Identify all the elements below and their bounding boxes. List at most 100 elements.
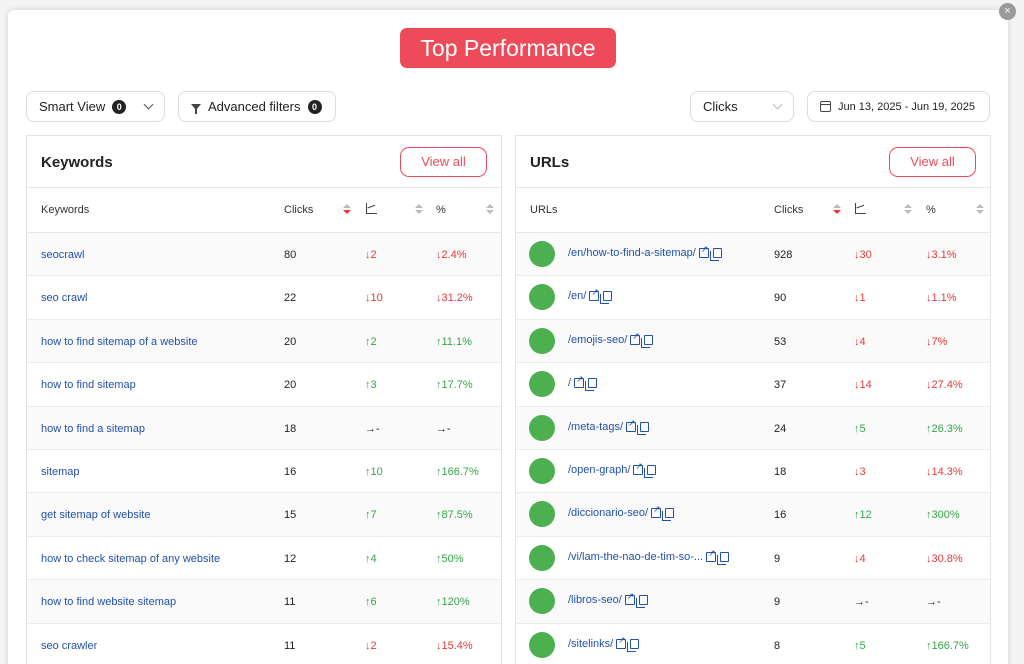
copy-icon[interactable] (641, 334, 654, 348)
copy-icon[interactable] (637, 421, 650, 435)
sort-icon[interactable] (904, 204, 912, 218)
table-row: /sitelinks/8 ↑5 ↑166.7% (516, 624, 990, 664)
chevron-down-icon (143, 99, 154, 110)
sort-icon[interactable] (486, 204, 494, 218)
sort-icon[interactable] (415, 204, 423, 218)
keyword-link[interactable]: how to find sitemap (41, 379, 136, 392)
keyword-link[interactable]: how to find sitemap of a website (41, 335, 198, 348)
percent-value: ↓30.8% (926, 552, 963, 565)
copy-icon[interactable] (662, 508, 675, 522)
trend-chart-icon[interactable] (366, 203, 377, 214)
keyword-link[interactable]: seo crawl (41, 292, 88, 305)
url-link[interactable]: / (568, 377, 572, 390)
percent-value: ↓14.3% (926, 465, 963, 478)
url-cell: /diccionario-seo/ (568, 504, 675, 522)
external-link-icon[interactable] (698, 244, 709, 258)
urls-panel-header: URLs View all (516, 136, 990, 188)
sort-icon[interactable] (976, 204, 984, 218)
table-row: how to find sitemap of a website 20 ↑2 ↑11.… (27, 319, 501, 364)
url-status-dot (529, 588, 555, 615)
external-link-icon[interactable] (616, 635, 627, 649)
smart-view-dropdown[interactable]: Smart View 0 (26, 91, 165, 122)
metric-select[interactable]: Clicks (690, 91, 794, 122)
keywords-panel: Keywords View all Keywords Clicks % seoc… (26, 135, 502, 664)
clicks-value: 16 (284, 465, 297, 478)
clicks-value: 90 (774, 292, 787, 305)
url-cell: /en/ (568, 287, 613, 305)
advanced-filters-button[interactable]: Advanced filters 0 (178, 91, 336, 122)
keywords-table-body: seocrawl 80 ↓2 ↓2.4% seo crawl 22 ↓10 ↓31.2% how… (27, 233, 501, 664)
col-clicks[interactable]: Clicks (284, 204, 314, 216)
close-icon[interactable]: × (999, 3, 1016, 20)
external-link-icon[interactable] (589, 287, 600, 302)
table-row: / 37 ↓14 ↓27.4% (516, 363, 990, 407)
sort-icon[interactable] (343, 204, 351, 218)
smart-view-count-badge: 0 (112, 99, 127, 114)
keyword-link[interactable]: how to find a sitemap (41, 422, 145, 435)
url-status-dot (529, 544, 555, 571)
external-link-icon[interactable] (706, 548, 717, 562)
keyword-link[interactable]: how to find website sitemap (41, 596, 177, 609)
keyword-link[interactable]: seo crawler (41, 639, 98, 652)
external-link-icon[interactable] (651, 504, 662, 519)
copy-icon[interactable] (600, 291, 613, 305)
keywords-view-all-button[interactable]: View all (400, 147, 487, 177)
url-link[interactable]: /sitelinks/ (568, 637, 614, 650)
url-status-dot (529, 327, 555, 354)
urls-view-all-button[interactable]: View all (889, 147, 976, 177)
copy-icon[interactable] (717, 551, 730, 565)
change-value: ↑10 (365, 465, 383, 478)
calendar-icon (820, 101, 831, 112)
date-range-picker[interactable]: Jun 13, 2025 - Jun 19, 2025 (807, 91, 990, 122)
change-value: →- (854, 596, 869, 609)
url-link[interactable]: /libros-seo/ (568, 594, 622, 607)
copy-icon[interactable] (585, 378, 598, 392)
clicks-value: 24 (774, 422, 787, 435)
url-link[interactable]: /open-graph/ (568, 463, 631, 476)
col-percent[interactable]: % (436, 204, 446, 216)
external-link-icon[interactable] (626, 418, 637, 432)
copy-icon[interactable] (644, 464, 657, 478)
keyword-link[interactable]: seocrawl (41, 249, 85, 261)
url-link[interactable]: /meta-tags/ (568, 420, 624, 433)
url-link[interactable]: /en/ (568, 290, 587, 303)
urls-panel-title: URLs (530, 154, 570, 171)
date-range-value: Jun 13, 2025 - Jun 19, 2025 (838, 100, 975, 113)
external-link-icon[interactable] (624, 591, 635, 606)
clicks-value: 37 (774, 379, 787, 392)
percent-value: ↓27.4% (926, 379, 963, 392)
url-link[interactable]: /emojis-seo/ (568, 333, 628, 346)
clicks-value: 20 (284, 379, 297, 392)
copy-icon[interactable] (709, 248, 722, 261)
table-row: /en/how-to-find-a-sitemap/928 ↓30 ↓3.1% (516, 233, 990, 277)
external-link-icon[interactable] (574, 374, 585, 389)
keywords-panel-title: Keywords (41, 154, 113, 171)
percent-value: ↑300% (926, 509, 960, 522)
percent-value: →- (436, 422, 451, 435)
change-value: ↓2 (365, 639, 377, 652)
keyword-link[interactable]: how to check sitemap of any website (41, 552, 221, 565)
trend-chart-icon[interactable] (855, 203, 866, 214)
change-value: ↑4 (365, 552, 377, 565)
percent-value: ↑50% (436, 552, 464, 565)
percent-value: ↓15.4% (436, 639, 473, 652)
url-link[interactable]: /diccionario-seo/ (568, 507, 649, 520)
url-link[interactable]: /en/how-to-find-a-sitemap/ (568, 247, 696, 259)
copy-icon[interactable] (635, 595, 648, 609)
external-link-icon[interactable] (630, 331, 641, 345)
change-value: ↑6 (365, 596, 377, 609)
change-value: ↑7 (365, 509, 377, 522)
external-link-icon[interactable] (633, 461, 644, 475)
keyword-link[interactable]: sitemap (41, 465, 80, 478)
table-row: /diccionario-seo/16 ↑12 ↑300% (516, 493, 990, 537)
col-clicks[interactable]: Clicks (774, 204, 804, 216)
change-value: ↓3 (854, 465, 866, 478)
keyword-link[interactable]: get sitemap of website (41, 509, 151, 522)
col-percent[interactable]: % (926, 204, 936, 216)
percent-value: ↓1.1% (926, 292, 957, 305)
url-cell: /emojis-seo/ (568, 331, 654, 348)
url-link[interactable]: /vi/lam-the-nao-de-tim-so-... (568, 550, 704, 563)
copy-icon[interactable] (627, 638, 640, 652)
table-row: sitemap 16 ↑10 ↑166.7% (27, 450, 501, 494)
sort-icon[interactable] (833, 204, 841, 218)
